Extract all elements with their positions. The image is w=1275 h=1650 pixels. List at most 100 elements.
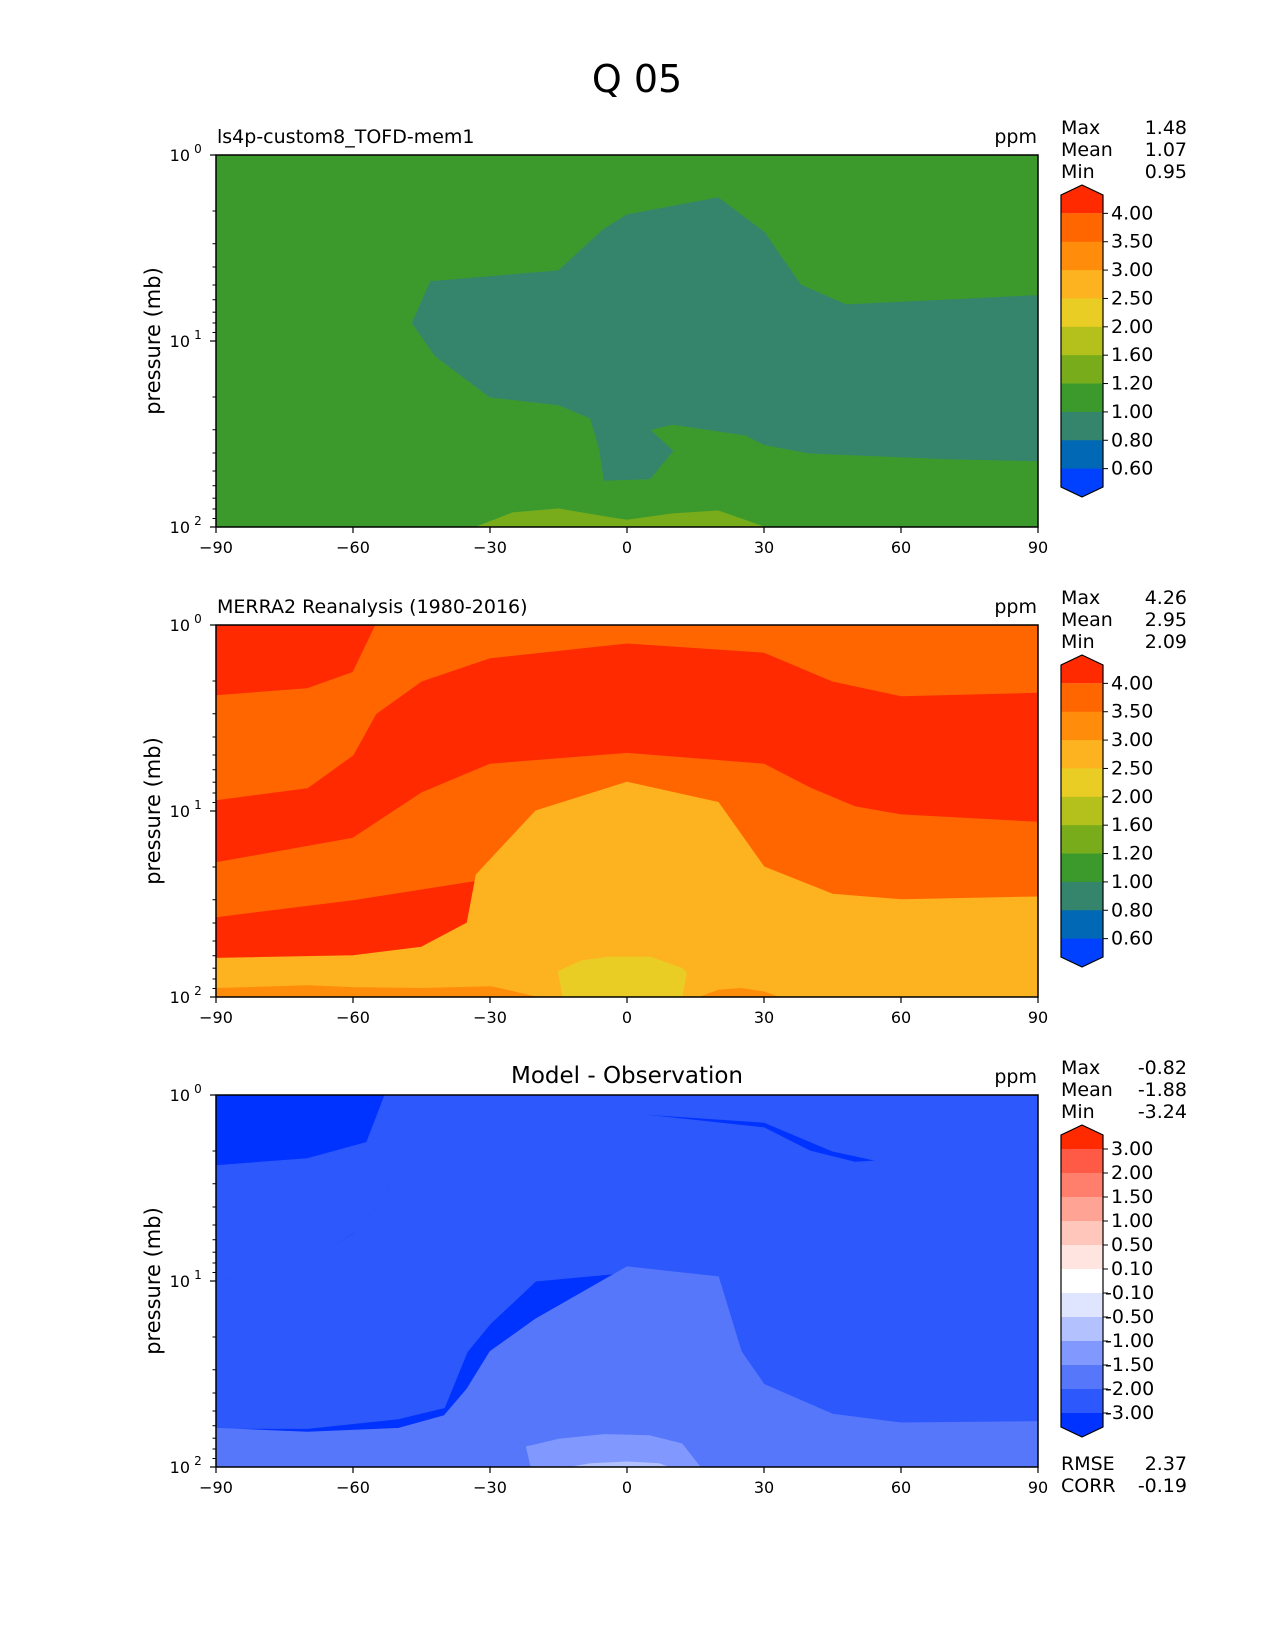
- x-tick-label: −60: [336, 538, 370, 557]
- contour-region: [699, 988, 779, 997]
- colorbar-label: 1.00: [1111, 1210, 1153, 1232]
- contour-region: [216, 985, 537, 997]
- colorbar-outline: [1060, 1124, 1104, 1438]
- colorbar-swatch: [1061, 1149, 1103, 1174]
- colorbar-label: -2.00: [1105, 1378, 1154, 1400]
- colorbar-label: -0.50: [1105, 1306, 1154, 1328]
- colorbar-swatch: [1061, 796, 1103, 826]
- stat-value: 2.95: [1145, 609, 1187, 631]
- y-tick-label: 10: [170, 802, 190, 821]
- colorbar-swatch: [1061, 1245, 1103, 1270]
- panel-model: ls4p-custom8_TOFD-mem1 ppm pressure (mb)…: [141, 117, 1187, 557]
- colorbar-label: 3.00: [1111, 259, 1153, 281]
- colorbar-label: 0.60: [1111, 458, 1153, 480]
- colorbar-swatch: [1061, 1269, 1103, 1294]
- colorbar-label: 2.50: [1111, 757, 1153, 779]
- stat-label: Min: [1061, 161, 1095, 183]
- panel-center-title: Model - Observation: [511, 1063, 743, 1089]
- contour-field: [216, 1095, 1038, 1467]
- colorbar-swatch: [1061, 440, 1103, 470]
- stat-label: Mean: [1061, 609, 1113, 631]
- colorbar-swatch: [1061, 655, 1103, 684]
- colorbar-label: 1.60: [1111, 344, 1153, 366]
- stat-label: Min: [1061, 631, 1095, 653]
- x-tick-label: 30: [754, 1008, 774, 1027]
- x-tick-label: 90: [1028, 538, 1048, 557]
- stats-box: Max 1.48 Mean 1.07 Min 0.95: [1061, 117, 1187, 183]
- y-tick-exponent: 2: [194, 984, 202, 998]
- corr-label: CORR: [1061, 1475, 1116, 1497]
- figure-title: Q 05: [592, 57, 682, 101]
- skill-scores: RMSE 2.37 CORR -0.19: [1061, 1453, 1187, 1497]
- y-axis: 10 0 10 1 10 2: [170, 612, 216, 1007]
- stat-value: 1.07: [1145, 139, 1187, 161]
- y-tick-label: 10: [170, 1086, 190, 1105]
- stat-value: -0.82: [1138, 1057, 1187, 1079]
- colorbar-swatch: [1061, 853, 1103, 883]
- y-axis-label: pressure (mb): [141, 737, 165, 885]
- contour-region: [216, 1266, 1038, 1467]
- colorbar-label: 1.50: [1111, 1186, 1153, 1208]
- y-tick-exponent: 0: [194, 612, 202, 626]
- colorbar-label: 3.50: [1111, 231, 1153, 253]
- colorbar-outline: [1060, 654, 1104, 968]
- colorbar-label: 4.00: [1111, 672, 1153, 694]
- contour-field: [216, 155, 1038, 527]
- stat-value: -1.88: [1138, 1079, 1187, 1101]
- colorbar-label: -0.10: [1105, 1282, 1154, 1304]
- colorbar-swatch: [1061, 938, 1103, 967]
- colorbar-swatch: [1061, 270, 1103, 299]
- y-axis: 10 0 10 1 10 2: [170, 142, 216, 537]
- rmse-value: 2.37: [1145, 1453, 1187, 1475]
- colorbar-label: -3.00: [1105, 1402, 1154, 1424]
- colorbar-label: 0.80: [1111, 429, 1153, 451]
- contour-region: [571, 1461, 669, 1467]
- contour-region: [526, 1434, 701, 1467]
- y-tick-label: 10: [170, 146, 190, 165]
- colorbar-swatch: [1061, 241, 1103, 271]
- stat-label: Mean: [1061, 1079, 1113, 1101]
- x-tick-label: −90: [199, 1008, 233, 1027]
- units-label: ppm: [994, 596, 1037, 618]
- stat-value: -3.24: [1138, 1101, 1187, 1123]
- colorbar-label: 2.00: [1111, 1162, 1153, 1184]
- stat-value: 4.26: [1145, 587, 1187, 609]
- x-tick-label: 0: [622, 538, 632, 557]
- units-label: ppm: [994, 1066, 1037, 1088]
- stat-label: Max: [1061, 587, 1100, 609]
- x-tick-label: −30: [473, 538, 507, 557]
- x-tick-label: 30: [754, 538, 774, 557]
- stat-label: Max: [1061, 117, 1100, 139]
- y-tick-exponent: 1: [194, 1268, 202, 1282]
- colorbar-swatch: [1061, 411, 1103, 441]
- stat-label: Mean: [1061, 139, 1113, 161]
- colorbar-swatch: [1061, 825, 1103, 855]
- y-tick-exponent: 2: [194, 514, 202, 528]
- y-tick-exponent: 0: [194, 1082, 202, 1096]
- y-tick-label: 10: [170, 332, 190, 351]
- colorbar-label: 1.00: [1111, 871, 1153, 893]
- colorbar-label: 1.00: [1111, 401, 1153, 423]
- colorbar-swatch: [1061, 1293, 1103, 1318]
- colorbar-label: 4.00: [1111, 202, 1153, 224]
- x-axis: −90 −60 −30 0 30 60 90: [199, 1467, 1048, 1497]
- y-tick-label: 10: [170, 1272, 190, 1291]
- colorbar-label: -1.00: [1105, 1330, 1154, 1352]
- panel-difference: Model - Observation ppm pressure (mb) Ma…: [141, 1057, 1187, 1497]
- colorbar-swatch: [1061, 468, 1103, 497]
- colorbar-label: 2.00: [1111, 316, 1153, 338]
- rmse-label: RMSE: [1061, 1453, 1115, 1475]
- colorbar: 3.002.001.501.000.500.10-0.10-0.50-1.00-…: [1060, 1124, 1154, 1438]
- stat-label: Min: [1061, 1101, 1095, 1123]
- y-tick-exponent: 0: [194, 142, 202, 156]
- stat-value: 2.09: [1145, 631, 1187, 653]
- colorbar-swatch: [1061, 683, 1103, 713]
- x-axis: −90 −60 −30 0 30 60 90: [199, 997, 1048, 1027]
- plot-frame: [215, 1094, 1039, 1468]
- x-tick-label: 90: [1028, 1478, 1048, 1497]
- contour-region: [475, 508, 765, 527]
- colorbar-swatch: [1061, 185, 1103, 214]
- x-tick-label: −60: [336, 1478, 370, 1497]
- colorbar-label: 0.60: [1111, 928, 1153, 950]
- x-tick-label: 30: [754, 1478, 774, 1497]
